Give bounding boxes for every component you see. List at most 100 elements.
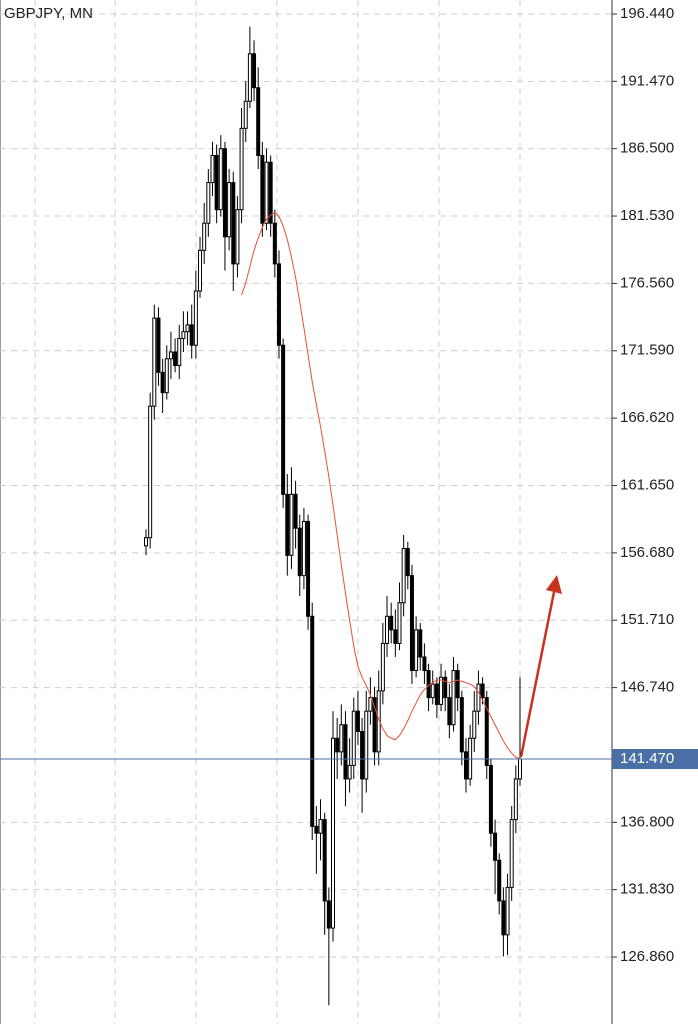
candle-body bbox=[472, 710, 477, 739]
y-tick-label: 176.560 bbox=[620, 274, 674, 291]
candle-body bbox=[463, 751, 468, 780]
candle-body bbox=[331, 737, 335, 929]
forecast-arrow bbox=[519, 575, 562, 758]
candle-body bbox=[439, 676, 444, 705]
candle-body bbox=[393, 629, 398, 644]
candle-body bbox=[505, 886, 510, 936]
candle-body bbox=[173, 351, 178, 367]
candle-body bbox=[422, 656, 427, 672]
candle-body bbox=[401, 548, 406, 604]
candle-body bbox=[451, 670, 456, 726]
candle-body bbox=[493, 832, 498, 861]
candle-body bbox=[326, 900, 331, 929]
y-tick-label: 131.830 bbox=[620, 881, 674, 898]
y-tick-label: 166.620 bbox=[620, 409, 674, 426]
candle-body bbox=[360, 731, 365, 780]
candle-body bbox=[513, 778, 518, 821]
candle-body bbox=[185, 324, 190, 333]
candle-body bbox=[385, 615, 390, 644]
candle-body bbox=[272, 222, 277, 265]
candle-body bbox=[148, 405, 153, 539]
candle-body bbox=[518, 758, 522, 780]
candle-body bbox=[484, 697, 489, 766]
candle-body bbox=[501, 900, 506, 936]
candle-body bbox=[156, 317, 161, 373]
candle-body bbox=[206, 182, 211, 224]
candle-body bbox=[214, 154, 219, 211]
candle-body bbox=[202, 222, 207, 251]
y-tick-label: 196.440 bbox=[620, 5, 674, 22]
candle-body bbox=[443, 676, 448, 699]
candle-body bbox=[447, 697, 452, 726]
candle-body bbox=[247, 53, 252, 102]
y-tick-label: 136.800 bbox=[620, 813, 674, 830]
y-tick-label: 186.500 bbox=[620, 140, 674, 157]
candle-body bbox=[181, 331, 186, 339]
candle-body bbox=[455, 670, 460, 699]
candle-body bbox=[239, 127, 244, 211]
y-tick-label: 126.860 bbox=[620, 948, 674, 965]
candle-body bbox=[351, 710, 356, 766]
current-price-badge bbox=[612, 749, 698, 770]
candle-body bbox=[252, 53, 257, 89]
candle-body bbox=[380, 642, 385, 692]
time-grid bbox=[34, 0, 521, 1024]
candle-body bbox=[397, 602, 402, 644]
candle-body bbox=[264, 161, 269, 224]
candle-body bbox=[372, 697, 377, 753]
candle-body bbox=[285, 493, 290, 556]
candle-body bbox=[339, 724, 344, 753]
candle-body bbox=[144, 537, 148, 547]
y-tick-label: 156.680 bbox=[620, 544, 674, 561]
candle-body bbox=[152, 317, 157, 407]
candle-body bbox=[314, 825, 319, 834]
candle-body bbox=[488, 764, 493, 834]
candle-body bbox=[418, 629, 423, 658]
candle-body bbox=[405, 548, 410, 577]
candle-body bbox=[289, 493, 294, 556]
candle-body bbox=[376, 690, 381, 753]
y-tick-label: 191.470 bbox=[620, 72, 674, 89]
candle-body bbox=[268, 161, 273, 224]
candle-body bbox=[235, 209, 240, 265]
candle-body bbox=[210, 154, 215, 184]
candle-body bbox=[497, 859, 502, 902]
candle-body bbox=[218, 148, 223, 211]
y-tick-label: 161.650 bbox=[620, 476, 674, 493]
y-tick-label: 171.590 bbox=[620, 342, 674, 359]
candle-body bbox=[256, 87, 261, 156]
candle-body bbox=[281, 344, 286, 495]
candle-body bbox=[310, 615, 315, 827]
candle-body bbox=[335, 737, 340, 753]
candle-body bbox=[318, 819, 323, 834]
candle-body bbox=[227, 182, 232, 238]
candle-body bbox=[426, 670, 431, 699]
candle-body bbox=[430, 683, 435, 699]
y-tick-label: 181.530 bbox=[620, 207, 674, 224]
candle-body bbox=[347, 764, 352, 780]
candle-body bbox=[343, 724, 348, 780]
y-tick-label: 146.740 bbox=[620, 679, 674, 696]
candle-body bbox=[164, 358, 169, 394]
candle-body bbox=[389, 615, 394, 631]
candle-body bbox=[193, 290, 198, 346]
candle-body bbox=[459, 697, 464, 753]
candle-body bbox=[243, 100, 248, 129]
y-tick-label: 151.710 bbox=[620, 611, 674, 628]
moving-average bbox=[241, 211, 521, 760]
candle-body bbox=[177, 337, 182, 367]
chart-title: GBPJPY, MN bbox=[4, 5, 93, 22]
candle-body bbox=[434, 683, 439, 705]
candle-body bbox=[322, 819, 327, 902]
candle-body bbox=[364, 710, 369, 780]
candle-body bbox=[276, 263, 281, 346]
candle-body bbox=[168, 351, 173, 360]
candle-body bbox=[297, 527, 302, 577]
candle-body bbox=[355, 710, 360, 733]
candle-body bbox=[301, 520, 306, 577]
candle-body bbox=[293, 493, 298, 529]
candle-body bbox=[160, 371, 165, 394]
candle-body bbox=[414, 629, 419, 672]
candle-body bbox=[222, 148, 227, 238]
